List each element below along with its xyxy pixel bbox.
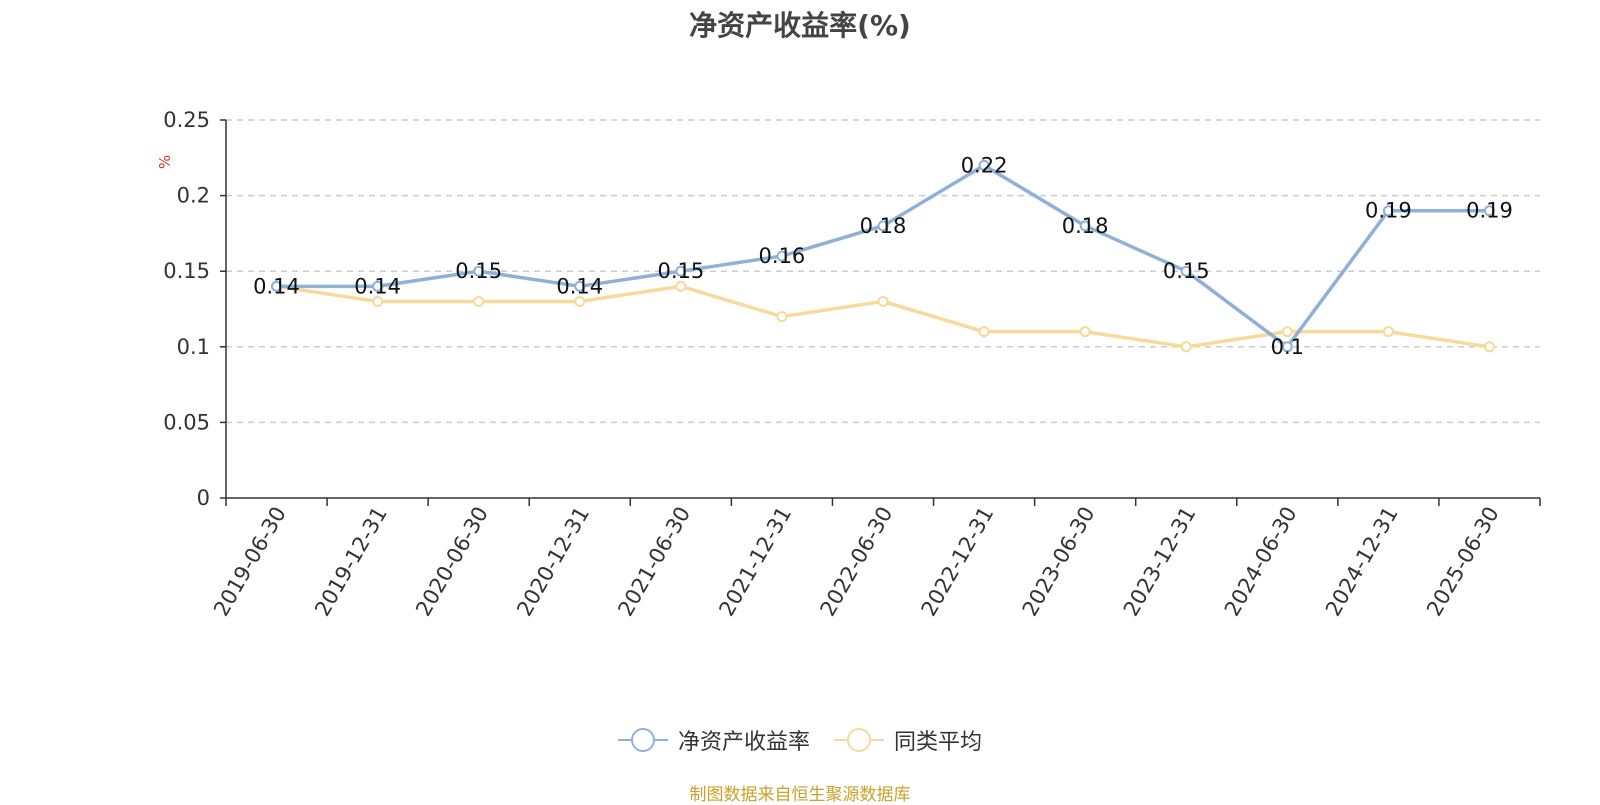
data-label: 0.14 <box>253 274 300 298</box>
series-1-point[interactable] <box>372 295 384 307</box>
y-tick-label: 0.05 <box>163 410 210 434</box>
legend-item-roe[interactable]: 净资产收益率 <box>617 724 810 756</box>
source-note: 制图数据来自恒生聚源数据库 <box>689 785 911 805</box>
grid-layer <box>226 119 1540 424</box>
series-0-point[interactable] <box>574 280 586 292</box>
x-tick-label: 2021-06-30 <box>613 503 695 621</box>
data-label: 0.15 <box>455 259 502 283</box>
data-label: 0.19 <box>1466 199 1513 223</box>
series-0-point[interactable] <box>1180 265 1192 277</box>
axis-layer: 0 0.05 0.1 0.15 0.2 0.25% 2019-06-30 2019-12-31… <box>156 108 1541 621</box>
x-tick-label: 2025-06-30 <box>1422 503 1504 621</box>
label-layer: 0.14 0.14 0.15 0.14 0.15 0.16 0.18 0.22 0.18 0.15… <box>253 153 1513 358</box>
legend-label-peer-average: 同类平均 <box>894 730 983 755</box>
x-tick-label: 2019-12-31 <box>310 503 392 621</box>
series-line-0 <box>276 163 1490 349</box>
x-tick-label: 2024-12-31 <box>1321 503 1403 621</box>
y-tick-label: 0.2 <box>177 184 210 208</box>
y-tick-label: 0.1 <box>177 335 210 359</box>
series-0-point[interactable] <box>1483 205 1495 217</box>
series-layer <box>271 159 1495 353</box>
legend-item-peer-average[interactable]: 同类平均 <box>834 724 982 756</box>
series-1-point[interactable] <box>1079 326 1091 338</box>
data-label: 0.14 <box>556 274 603 298</box>
series-1-point[interactable] <box>1281 326 1293 338</box>
data-label: 0.15 <box>657 259 704 283</box>
x-tick-label: 2021-12-31 <box>714 503 796 621</box>
y-tick-label: 0.25 <box>163 108 210 132</box>
series-1-point[interactable] <box>473 295 485 307</box>
series-0-point[interactable] <box>1382 205 1394 217</box>
series-0-point[interactable] <box>1079 220 1091 232</box>
series-0-point[interactable] <box>877 220 889 232</box>
y-tick-label: 0 <box>197 486 210 510</box>
legend-marker-peer-average-icon <box>834 728 884 752</box>
x-tick-label: 2020-12-31 <box>512 503 594 621</box>
y-tick-label: 0.15 <box>163 259 210 283</box>
series-1-point[interactable] <box>1180 341 1192 353</box>
series-1-point[interactable] <box>574 295 586 307</box>
data-label: 0.14 <box>354 274 401 298</box>
x-tick-label: 2022-12-31 <box>917 503 999 621</box>
y-axis-unit-label: % <box>156 155 174 169</box>
series-0-point[interactable] <box>776 250 788 262</box>
legend-marker-roe-icon <box>617 728 668 752</box>
series-0-point[interactable] <box>675 265 687 277</box>
series-0-point[interactable] <box>271 280 283 292</box>
x-tick-label: 2023-12-31 <box>1119 503 1201 621</box>
series-1-point[interactable] <box>1382 326 1394 338</box>
series-1-point[interactable] <box>978 326 990 338</box>
data-label: 0.19 <box>1365 199 1412 223</box>
data-label: 0.18 <box>860 214 907 238</box>
data-label: 0.1 <box>1271 335 1304 359</box>
x-tick-label: 2019-06-30 <box>209 503 291 621</box>
x-tick-label: 2020-06-30 <box>411 503 493 621</box>
series-1-point[interactable] <box>776 311 788 323</box>
series-1-point[interactable] <box>877 295 889 307</box>
legend-label-roe: 净资产收益率 <box>677 730 810 755</box>
series-1-point[interactable] <box>1483 341 1495 353</box>
series-0-point[interactable] <box>473 265 485 277</box>
series-1-point[interactable] <box>675 280 687 292</box>
legend: 净资产收益率 同类平均 <box>0 722 1600 758</box>
x-tick-label: 2024-06-30 <box>1220 503 1302 621</box>
series-0-point[interactable] <box>1281 341 1293 353</box>
series-line-1 <box>276 284 1490 349</box>
series-0-point[interactable] <box>978 159 990 171</box>
data-label: 0.18 <box>1062 214 1109 238</box>
series-0-point[interactable] <box>372 280 384 292</box>
data-label: 0.15 <box>1163 259 1210 283</box>
data-label: 0.22 <box>961 153 1008 177</box>
x-tick-label: 2022-06-30 <box>816 503 898 621</box>
data-label: 0.16 <box>759 244 806 268</box>
chart-title: 净资产收益率(%) <box>689 9 911 42</box>
x-tick-label: 2023-06-30 <box>1018 503 1100 621</box>
